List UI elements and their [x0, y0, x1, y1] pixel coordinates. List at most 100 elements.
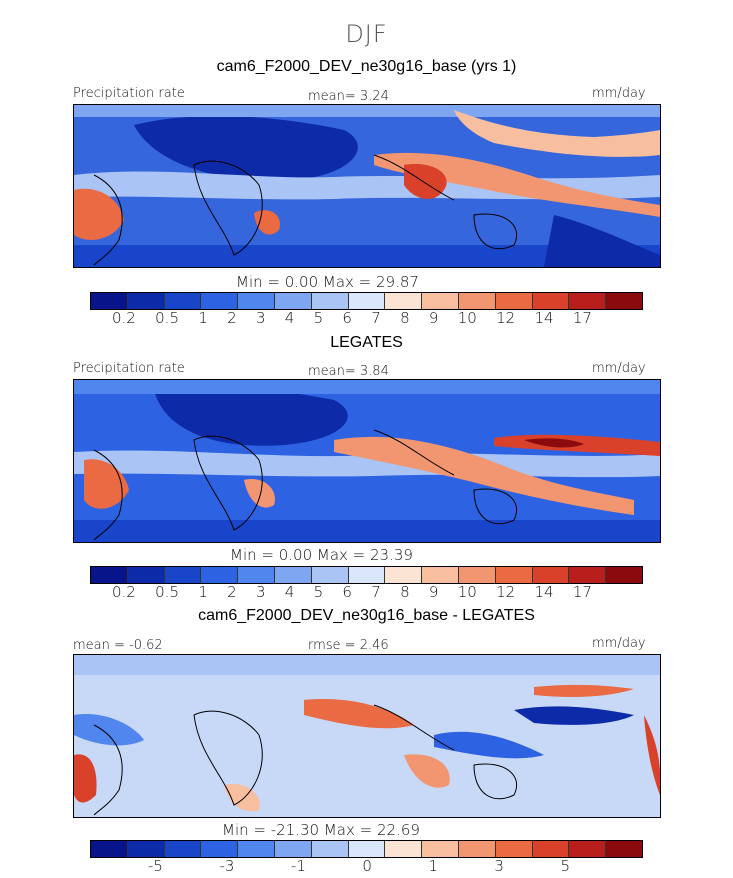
- colorbar-swatch: [91, 293, 128, 309]
- colorbar-swatch: [201, 841, 239, 857]
- panel-3-colorbar-ticks: -5 -3 -1 0 1 3 5: [148, 857, 570, 875]
- panel-1-tick: 10: [457, 309, 477, 327]
- panel-1-tick: 0.2: [112, 309, 136, 327]
- colorbar-swatch: [385, 567, 423, 583]
- panel-2-minmax: Min = 0.00 Max = 23.39: [230, 546, 413, 564]
- panel-3-tick: 0: [362, 857, 372, 875]
- panel-2-units: mm/day: [592, 361, 646, 376]
- colorbar-swatch: [422, 841, 459, 857]
- panel-3-tick: 1: [428, 857, 438, 875]
- panel-1-colorbar-ticks: 0.2 0.5 1 2 3 4 5 6 7 8 9 10 12 14 17: [112, 309, 592, 327]
- colorbar-swatch: [532, 293, 570, 309]
- panel-1-tick: 2: [227, 309, 237, 327]
- panel-3-mean: mean = -0.62: [73, 638, 163, 653]
- panel-2-variable-label: Precipitation rate: [73, 361, 185, 376]
- panel-2-tick: 5: [313, 583, 324, 601]
- panel-3-tick: -1: [290, 857, 306, 875]
- panel-2-tick: 12: [496, 583, 516, 601]
- panel-3-map: [73, 654, 661, 818]
- panel-2-tick: 9: [428, 583, 439, 601]
- panel-2-tick: 10: [457, 583, 477, 601]
- colorbar-swatch: [348, 841, 386, 857]
- colorbar-swatch: [458, 293, 496, 309]
- panel-1-minmax: Min = 0.00 Max = 29.87: [236, 273, 419, 291]
- panel-3-colorbar: [90, 840, 643, 858]
- panel-2-tick: 17: [572, 583, 592, 601]
- panel-1-tick: 7: [371, 309, 381, 327]
- colorbar-swatch: [91, 841, 128, 857]
- colorbar-swatch: [274, 567, 312, 583]
- panel-2-tick: 4: [284, 583, 295, 601]
- panel-2-tick: 0.5: [155, 583, 179, 601]
- colorbar-swatch: [201, 567, 239, 583]
- panel-2-colorbar: [90, 566, 643, 584]
- panel-3-tick: -3: [219, 857, 235, 875]
- colorbar-swatch: [532, 567, 570, 583]
- panel-1-units: mm/day: [592, 86, 646, 101]
- panel-1-map: [73, 104, 661, 268]
- panel-1-tick: 1: [198, 309, 208, 327]
- colorbar-swatch: [532, 841, 570, 857]
- colorbar-swatch: [91, 567, 128, 583]
- colorbar-swatch: [606, 841, 642, 857]
- colorbar-swatch: [311, 841, 349, 857]
- panel-1-tick: 4: [284, 309, 295, 327]
- panel-2-tick: 0.2: [112, 583, 136, 601]
- panel-1-tick: 12: [496, 309, 516, 327]
- panel-3-tick: 5: [560, 857, 570, 875]
- panel-1-tick: 14: [534, 309, 554, 327]
- panel-1-tick: 9: [428, 309, 439, 327]
- colorbar-swatch: [569, 293, 607, 309]
- panel-2-tick: 3: [255, 583, 266, 601]
- panel-1-colorbar: [90, 292, 643, 310]
- colorbar-swatch: [458, 567, 496, 583]
- colorbar-swatch: [238, 567, 275, 583]
- colorbar-swatch: [127, 293, 165, 309]
- colorbar-swatch: [385, 293, 423, 309]
- panel-2-title: LEGATES: [330, 334, 403, 351]
- panel-2-tick: 14: [534, 583, 554, 601]
- panel-3-map-canvas: [74, 655, 660, 817]
- panel-3-tick: -5: [148, 857, 163, 875]
- colorbar-swatch: [274, 841, 312, 857]
- colorbar-swatch: [274, 293, 312, 309]
- colorbar-swatch: [495, 293, 533, 309]
- panel-1-tick: 17: [572, 309, 592, 327]
- colorbar-swatch: [164, 841, 202, 857]
- panel-1-tick: 6: [342, 309, 352, 327]
- colorbar-swatch: [311, 293, 349, 309]
- colorbar-swatch: [422, 293, 459, 309]
- colorbar-swatch: [385, 841, 423, 857]
- colorbar-swatch: [311, 567, 349, 583]
- panel-2-tick: 7: [371, 583, 381, 601]
- colorbar-swatch: [201, 293, 239, 309]
- panel-3-minmax: Min = -21.30 Max = 22.69: [222, 821, 420, 839]
- figure-title: DJF: [345, 20, 388, 48]
- colorbar-swatch: [127, 567, 165, 583]
- colorbar-swatch: [495, 841, 533, 857]
- colorbar-swatch: [458, 841, 496, 857]
- panel-2-colorbar-ticks: 0.2 0.5 1 2 3 4 5 6 7 8 9 10 12 14 17: [112, 583, 592, 601]
- panel-1-title: cam6_F2000_DEV_ne30g16_base (yrs 1): [216, 58, 517, 75]
- panel-1-tick: 3: [255, 309, 266, 327]
- panel-1-map-canvas: [74, 105, 660, 267]
- colorbar-swatch: [606, 567, 642, 583]
- panel-1-tick: 5: [313, 309, 324, 327]
- panel-2-tick: 2: [227, 583, 237, 601]
- panel-1-tick: 8: [400, 309, 410, 327]
- panel-2-mean: mean= 3.84: [308, 364, 389, 379]
- panel-3-units: mm/day: [592, 636, 646, 651]
- colorbar-swatch: [422, 567, 459, 583]
- colorbar-swatch: [569, 841, 607, 857]
- panel-2-map-canvas: [74, 380, 660, 542]
- colorbar-swatch: [348, 293, 386, 309]
- panel-2-tick: 1: [198, 583, 208, 601]
- colorbar-swatch: [569, 567, 607, 583]
- colorbar-swatch: [495, 567, 533, 583]
- panel-1-tick: 0.5: [155, 309, 179, 327]
- colorbar-swatch: [164, 293, 202, 309]
- panel-2-tick: 8: [400, 583, 410, 601]
- panel-1-variable-label: Precipitation rate: [73, 86, 185, 101]
- panel-2-map: [73, 379, 661, 543]
- colorbar-swatch: [238, 841, 275, 857]
